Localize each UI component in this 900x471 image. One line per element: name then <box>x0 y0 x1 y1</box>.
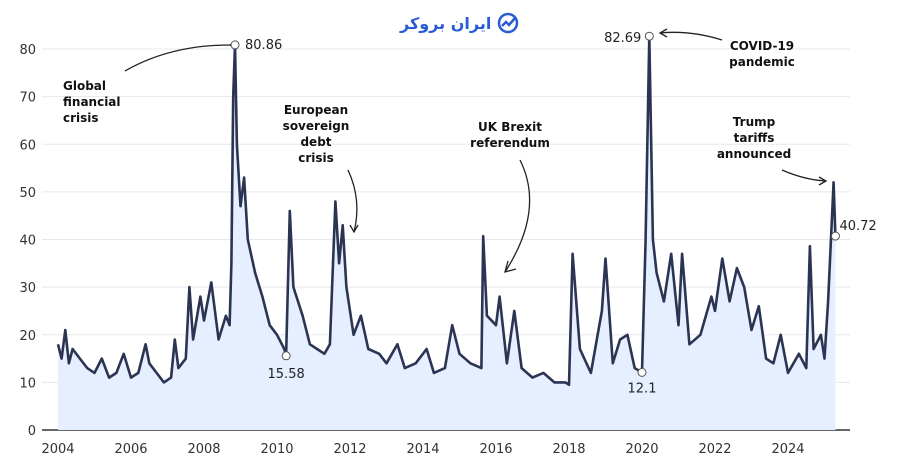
annotation-arrow <box>781 169 827 182</box>
x-tick-label: 2016 <box>479 442 512 457</box>
annotation-label: crisis <box>63 111 99 125</box>
annotation-label: financial <box>63 95 121 109</box>
y-tick-label: 0 <box>28 424 36 439</box>
x-tick-label: 2004 <box>41 442 74 457</box>
point-marker <box>637 367 647 377</box>
y-tick-label: 70 <box>19 91 36 106</box>
point-marker <box>830 231 840 241</box>
x-tick-label: 2012 <box>333 442 366 457</box>
annotation-label: Global <box>63 79 106 93</box>
annotation-label: European <box>284 103 348 117</box>
point-value-label: 12.1 <box>628 381 657 396</box>
annotation-label: crisis <box>298 151 334 165</box>
brand-logo: ایران بروکر <box>400 12 519 34</box>
annotation-arrow <box>124 44 231 72</box>
chart-trend-circle-icon <box>498 12 519 34</box>
x-tick-label: 2022 <box>698 442 731 457</box>
annotation-arrow <box>659 31 723 41</box>
y-tick-label: 80 <box>19 43 36 58</box>
arrowhead <box>818 176 828 186</box>
annotation-label: referendum <box>470 136 550 150</box>
y-tick-label: 30 <box>19 281 36 296</box>
annotation-label: pandemic <box>729 55 795 69</box>
annotation-label: debt <box>300 135 331 149</box>
arrowhead <box>504 260 517 273</box>
y-tick-label: 10 <box>19 376 36 391</box>
series-line <box>56 34 837 387</box>
annotation-label: announced <box>717 147 791 161</box>
annotation-label: COVID-19 <box>730 39 794 53</box>
annotation-arrow <box>347 169 358 233</box>
x-tick-label: 2024 <box>771 442 804 457</box>
x-tick-label: 2018 <box>552 442 585 457</box>
area-fill <box>58 36 836 430</box>
annotation-label: Trump <box>733 115 776 129</box>
annotation-arrow <box>504 159 531 273</box>
annotation-label: sovereign <box>283 119 350 133</box>
y-tick-label: 60 <box>19 138 36 153</box>
arrowhead <box>349 224 359 234</box>
x-tick-label: 2020 <box>625 442 658 457</box>
point-value-label: 82.69 <box>604 31 641 46</box>
x-tick-label: 2014 <box>406 442 439 457</box>
x-tick-label: 2006 <box>114 442 147 457</box>
point-value-label: 80.86 <box>245 38 282 53</box>
arrowhead <box>658 28 668 38</box>
x-tick-label: 2010 <box>260 442 293 457</box>
x-tick-label: 2008 <box>187 442 220 457</box>
logo-text: ایران بروکر <box>400 13 492 33</box>
point-marker <box>230 40 240 50</box>
annotation-label: tariffs <box>734 131 775 145</box>
y-tick-label: 40 <box>19 234 36 249</box>
annotation-label: UK Brexit <box>478 120 542 134</box>
point-value-label: 15.58 <box>268 367 305 382</box>
point-marker <box>281 351 291 361</box>
y-tick-label: 20 <box>19 329 36 344</box>
point-marker <box>644 31 654 41</box>
point-value-label: 40.72 <box>839 219 876 234</box>
y-tick-label: 50 <box>19 186 36 201</box>
